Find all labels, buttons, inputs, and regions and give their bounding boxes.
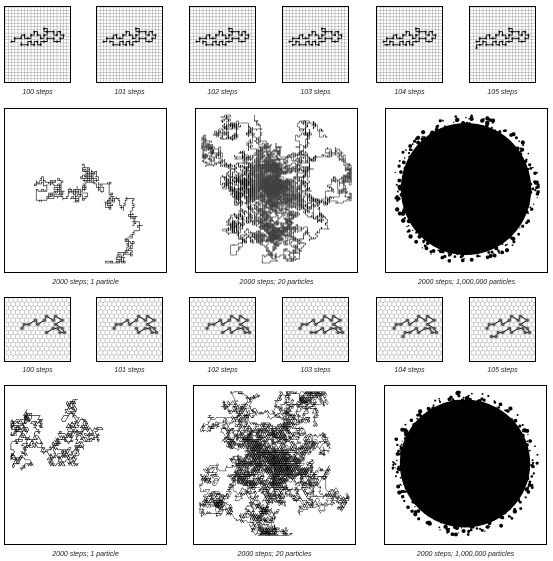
caption-square-104: 104 steps (394, 89, 425, 96)
caption-square-101: 101 steps (114, 89, 145, 96)
caption-hex-103: 103 steps (300, 367, 331, 374)
hex-walk-diagram (470, 298, 535, 360)
hex-cloud-million-particles (384, 385, 547, 545)
square-walk-panel-100 (4, 6, 71, 83)
cloud-diagram (394, 114, 540, 263)
square-walk-panel-103 (282, 6, 349, 83)
caption-hex-104: 104 steps (394, 367, 425, 374)
hex-walk-diagram (97, 298, 162, 360)
caption-square-cloud-1: 2000 steps; 1 particle (52, 279, 119, 286)
square-walk-diagram (377, 7, 442, 82)
square-walk-panel-104 (376, 6, 443, 83)
cloud-diagram (199, 391, 350, 536)
caption-hex-cloud-1: 2000 steps; 1 particle (52, 551, 119, 558)
caption-hex-101: 101 steps (114, 367, 145, 374)
square-walk-panel-101 (96, 6, 163, 83)
caption-hex-102: 102 steps (207, 367, 238, 374)
hex-walk-diagram (377, 298, 442, 360)
hex-walk-diagram (283, 298, 348, 360)
square-walk-diagram (97, 7, 162, 82)
caption-square-100: 100 steps (22, 89, 53, 96)
cloud-diagram (10, 399, 104, 471)
square-walk-diagram (190, 7, 255, 82)
hex-walk-diagram (190, 298, 255, 360)
cloud-diagram (34, 163, 143, 264)
hex-walk-diagram (5, 298, 70, 360)
hex-walk-panel-105 (469, 297, 536, 362)
square-walk-diagram (470, 7, 535, 82)
caption-square-105: 105 steps (487, 89, 518, 96)
square-cloud-20-particles (195, 108, 358, 273)
caption-hex-100: 100 steps (22, 367, 53, 374)
caption-hex-105: 105 steps (487, 367, 518, 374)
caption-hex-cloud-20: 2000 steps; 20 particles (237, 551, 312, 558)
square-walk-panel-102 (189, 6, 256, 83)
caption-square-103: 103 steps (300, 89, 331, 96)
square-walk-diagram (283, 7, 348, 82)
hex-walk-panel-100 (4, 297, 71, 362)
caption-square-102: 102 steps (207, 89, 238, 96)
square-cloud-1-particle (4, 108, 167, 273)
square-walk-panel-105 (469, 6, 536, 83)
cloud-diagram (391, 390, 539, 537)
hex-walk-panel-101 (96, 297, 163, 362)
square-cloud-million-particles (385, 108, 548, 273)
hex-walk-panel-102 (189, 297, 256, 362)
hex-cloud-20-particles (193, 385, 356, 545)
hex-walk-panel-104 (376, 297, 443, 362)
cloud-diagram (201, 114, 352, 264)
hex-walk-panel-103 (282, 297, 349, 362)
hex-cloud-1-particle (4, 385, 167, 545)
caption-square-cloud-20: 2000 steps; 20 particles (239, 279, 314, 286)
caption-square-cloud-million: 2000 steps; 1,000,000 particles (417, 279, 516, 286)
square-walk-diagram (5, 7, 70, 82)
caption-hex-cloud-million: 2000 steps; 1,000,000 particles (416, 551, 515, 558)
